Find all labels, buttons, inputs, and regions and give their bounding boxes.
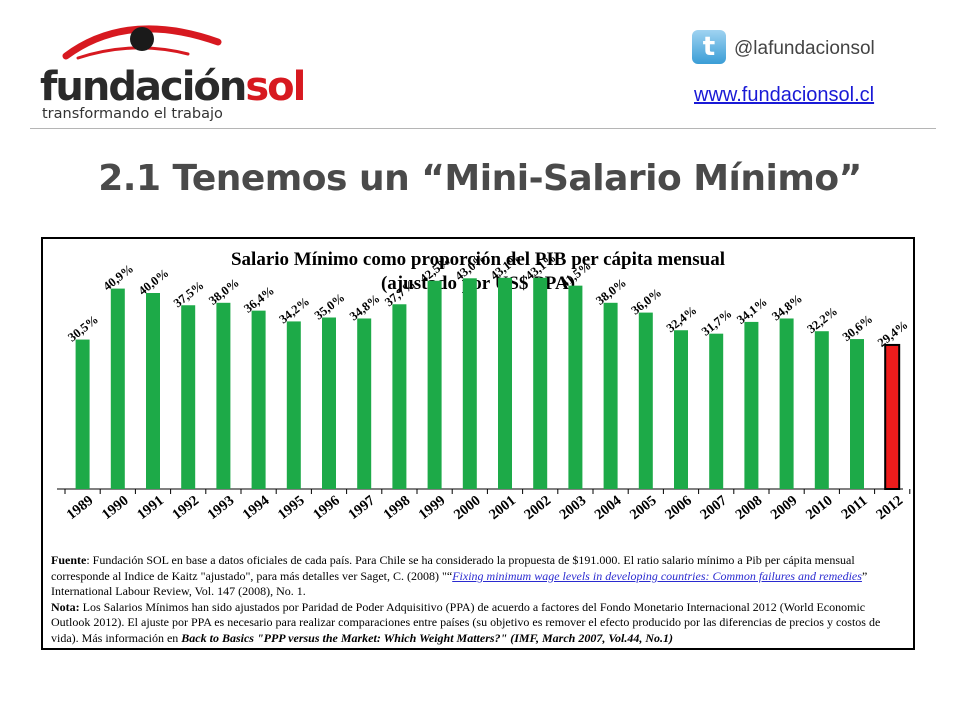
twitter-icon[interactable]: t (692, 30, 726, 64)
bar (181, 305, 196, 489)
eye-logo-icon (62, 25, 222, 60)
logo-tagline: transformando el trabajo (42, 106, 223, 122)
x-tick-label: 2000 (451, 493, 484, 523)
bar-highlight (884, 343, 901, 490)
header-divider (30, 128, 936, 129)
x-tick-label: 2007 (697, 493, 730, 523)
bar (674, 330, 688, 489)
bar (568, 285, 583, 489)
chart-panel: Salario Mínimo como proporción del PIB p… (41, 237, 915, 650)
bar (75, 339, 90, 489)
x-tick-label: 1993 (205, 493, 238, 523)
logo-wordmark: fundaciónsol (40, 64, 306, 110)
x-tick-label: 1990 (99, 493, 132, 523)
x-tick-label: 2009 (768, 493, 801, 523)
x-tick-label: 2003 (557, 493, 590, 523)
bar-chart: 30,5%198940,9%199040,0%199137,5%199238,0… (57, 251, 911, 523)
x-tick-label: 1995 (275, 493, 308, 523)
x-tick-label: 2005 (627, 493, 660, 523)
x-tick-label: 1994 (240, 493, 273, 523)
bar (216, 302, 231, 489)
bar (286, 321, 301, 489)
x-tick-label: 1989 (64, 493, 97, 523)
x-tick-label: 1991 (134, 493, 167, 523)
bar (251, 310, 266, 489)
slide-title: 2.1 Tenemos un “Mini-Salario Mínimo” (98, 158, 862, 199)
x-tick-label: 2001 (486, 493, 519, 523)
x-tick-label: 2011 (838, 493, 870, 523)
bar (498, 277, 512, 489)
bar (322, 317, 336, 489)
bar (779, 318, 794, 489)
x-tick-label: 2012 (873, 493, 906, 523)
twitter-handle[interactable]: @lafundacionsol (734, 38, 875, 59)
x-tick-label: 1992 (169, 493, 202, 523)
x-tick-label: 1996 (310, 493, 343, 523)
bar (427, 280, 442, 489)
x-tick-label: 1999 (416, 493, 449, 523)
x-tick-label: 2010 (803, 493, 836, 523)
chart-title: Salario Mínimo como proporción del PIB p… (230, 249, 725, 270)
bar (146, 293, 160, 489)
bar (638, 312, 653, 489)
bar (850, 339, 864, 489)
x-tick-label: 2006 (662, 493, 695, 523)
x-tick-label: 2004 (592, 493, 625, 523)
bar (462, 278, 477, 489)
x-tick-label: 2008 (733, 493, 766, 523)
bar (533, 277, 548, 489)
fundacion-sol-logo: fundaciónsol transformando el trabajo (38, 18, 306, 128)
source-reference-link[interactable]: Fixing minimum wage levels in developing… (452, 568, 862, 583)
x-tick-label: 1998 (381, 493, 414, 523)
website-link[interactable]: www.fundacionsol.cl (694, 84, 875, 106)
bar (744, 321, 759, 489)
bar (392, 304, 407, 489)
bar (357, 318, 372, 489)
bar (814, 331, 829, 489)
bar (709, 333, 724, 489)
source-note: Fuente: Fundación SOL en base a datos of… (51, 553, 881, 645)
x-tick-label: 2002 (521, 493, 554, 523)
bar (110, 288, 125, 489)
bar (603, 302, 618, 489)
x-tick-label: 1997 (345, 493, 378, 523)
